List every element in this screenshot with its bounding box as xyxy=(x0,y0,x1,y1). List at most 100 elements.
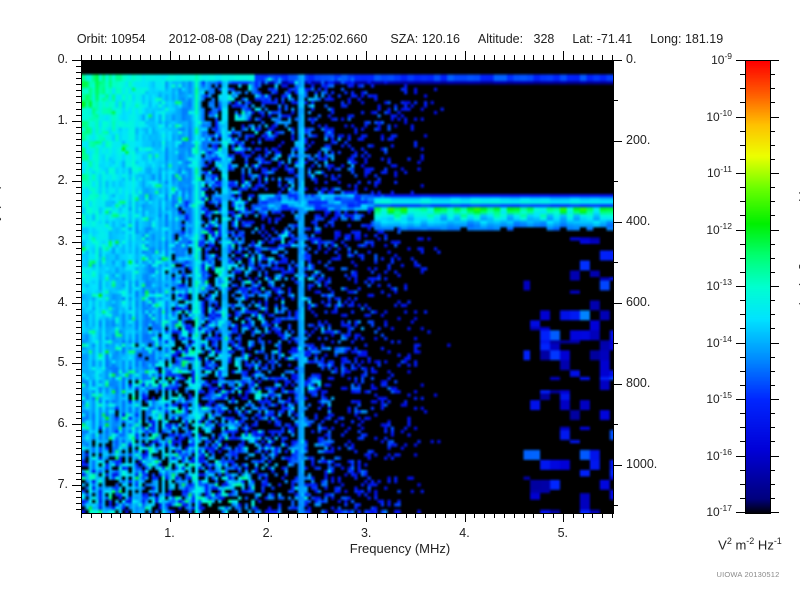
colorbar-tick-mantissa: 10 xyxy=(706,448,720,463)
axis-tick xyxy=(130,513,131,518)
colorbar-tick-mantissa: 10 xyxy=(706,109,720,124)
axis-tick xyxy=(76,109,81,110)
axis-tick xyxy=(415,55,416,60)
axis-tick xyxy=(76,388,81,389)
axis-tick xyxy=(347,513,348,518)
colorbar-tick-mantissa: 10 xyxy=(706,392,720,406)
axis-tick xyxy=(553,513,554,518)
axis-tick xyxy=(396,55,397,60)
colorbar-tick-exponent: -12 xyxy=(719,220,732,231)
axis-tick xyxy=(72,303,81,304)
axis-tick xyxy=(770,343,779,344)
axis-tick xyxy=(543,55,544,60)
axis-tick xyxy=(76,503,81,504)
colorbar-tick-mantissa: 10 xyxy=(706,335,720,350)
axis-tick xyxy=(740,413,745,414)
axis-tick xyxy=(770,88,775,89)
axis-tick xyxy=(524,513,525,518)
lat-value: -71.41 xyxy=(596,32,633,46)
axis-tick xyxy=(76,400,81,401)
axis-tick xyxy=(76,163,81,164)
spectrogram-panel xyxy=(81,60,614,514)
axis-tick xyxy=(91,513,92,518)
axis-tick xyxy=(76,66,81,67)
axis-tick xyxy=(474,55,475,60)
axis-tick xyxy=(76,430,81,431)
axis-tick xyxy=(740,357,745,358)
axis-tick xyxy=(76,212,81,213)
header-altitude: Altitude: 328 xyxy=(478,32,554,46)
axis-tick xyxy=(455,513,456,518)
axis-tick xyxy=(740,215,745,216)
axis-tick xyxy=(76,115,81,116)
axis-tick xyxy=(770,258,775,259)
axis-tick xyxy=(72,181,81,182)
axis-tick xyxy=(553,55,554,60)
axis-tick xyxy=(76,333,81,334)
colorbar xyxy=(745,60,771,514)
axis-tick xyxy=(770,117,779,118)
axis-tick xyxy=(76,90,81,91)
axis-tick xyxy=(465,51,466,60)
axis-tick xyxy=(736,60,745,61)
axis-tick xyxy=(337,513,338,518)
axis-tick xyxy=(356,55,357,60)
axis-tick xyxy=(228,55,229,60)
x-axis-tick-label: 4. xyxy=(459,526,470,540)
colorbar-tick-label: 10-14 xyxy=(680,334,732,350)
axis-tick xyxy=(76,187,81,188)
axis-tick xyxy=(514,55,515,60)
axis-tick xyxy=(770,60,779,61)
axis-tick xyxy=(573,513,574,518)
axis-tick xyxy=(76,375,81,376)
axis-tick xyxy=(504,513,505,518)
axis-tick xyxy=(602,513,603,518)
x-axis-tick-label: 2. xyxy=(262,526,274,540)
axis-tick xyxy=(563,51,564,60)
y-axis-right-tick-label: 600. xyxy=(626,294,651,309)
axis-tick xyxy=(425,513,426,518)
axis-tick xyxy=(770,244,775,245)
axis-tick xyxy=(563,513,564,522)
units-m-exp: -2 xyxy=(746,536,755,546)
sza-value: 120.16 xyxy=(421,32,460,46)
axis-tick xyxy=(170,513,171,522)
axis-tick xyxy=(76,200,81,201)
axis-tick xyxy=(770,484,775,485)
axis-tick xyxy=(76,272,81,273)
axis-tick xyxy=(76,321,81,322)
axis-tick xyxy=(76,491,81,492)
axis-tick xyxy=(347,55,348,60)
axis-tick xyxy=(406,513,407,518)
axis-tick xyxy=(740,187,745,188)
axis-tick xyxy=(583,55,584,60)
axis-tick xyxy=(76,297,81,298)
axis-tick xyxy=(740,74,745,75)
y-axis-right-tick-label: 1000. xyxy=(626,456,658,471)
y-axis-right-tick-label: 800. xyxy=(626,375,651,390)
axis-tick xyxy=(494,55,495,60)
axis-tick xyxy=(76,284,81,285)
axis-tick xyxy=(81,513,82,518)
axis-tick xyxy=(72,424,81,425)
axis-tick xyxy=(288,55,289,60)
axis-tick xyxy=(770,456,779,457)
axis-tick xyxy=(76,127,81,128)
axis-tick xyxy=(740,102,745,103)
y-axis-left-tick-label: 0. xyxy=(57,52,68,66)
axis-tick xyxy=(445,55,446,60)
y-axis-left-tick-label: 3. xyxy=(57,234,68,248)
y-axis-left-tick-label: 2. xyxy=(57,173,68,188)
axis-tick xyxy=(160,55,161,60)
header-datetime: 2012-08-08 (Day 221) 12:25:02.660 xyxy=(168,32,368,46)
axis-tick xyxy=(76,254,81,255)
axis-tick xyxy=(740,131,745,132)
axis-tick xyxy=(770,427,775,428)
axis-tick xyxy=(199,513,200,518)
axis-tick xyxy=(130,55,131,60)
axis-tick xyxy=(366,51,367,60)
axis-tick xyxy=(278,55,279,60)
axis-tick xyxy=(474,513,475,518)
axis-tick xyxy=(76,509,81,510)
axis-tick xyxy=(209,55,210,60)
